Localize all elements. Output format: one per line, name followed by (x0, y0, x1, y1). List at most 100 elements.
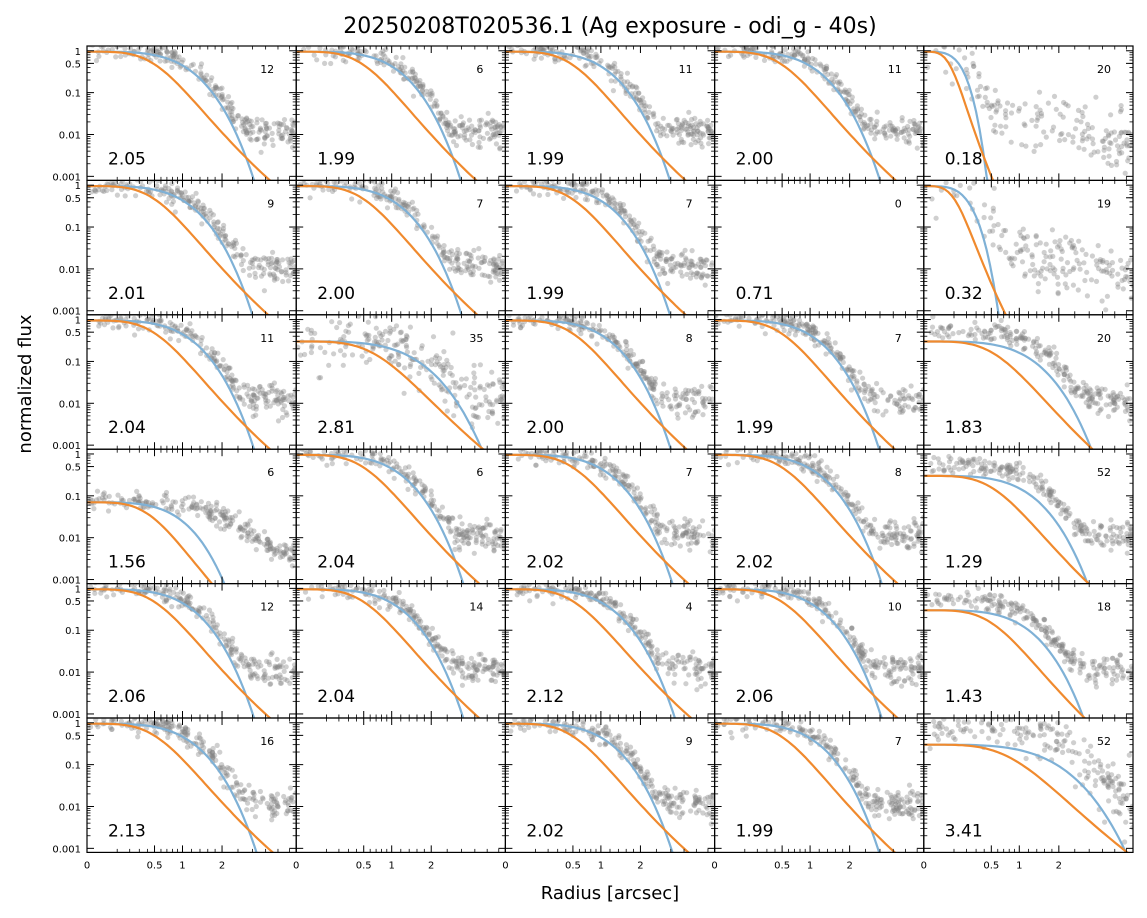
data-point (230, 116, 236, 123)
data-point (1035, 281, 1041, 287)
data-point (203, 213, 209, 219)
data-point (672, 261, 678, 267)
star-count: 20 (1097, 332, 1111, 345)
data-point (483, 122, 489, 128)
data-point (273, 397, 280, 403)
data-point (1057, 111, 1063, 117)
data-point (617, 202, 623, 208)
data-point (218, 526, 224, 532)
data-point (678, 394, 684, 400)
data-point (1035, 289, 1041, 295)
data-point (823, 351, 829, 357)
data-point (229, 109, 235, 115)
data-point (477, 122, 483, 128)
data-point (988, 337, 994, 343)
data-point (203, 345, 210, 351)
data-point (486, 408, 492, 415)
data-point (641, 369, 648, 375)
data-point (308, 327, 314, 333)
data-point (1003, 115, 1009, 121)
data-point (339, 46, 345, 50)
data-point (751, 41, 756, 46)
data-point (431, 103, 437, 109)
data-point (517, 180, 523, 187)
data-point (281, 395, 287, 401)
data-point (490, 381, 496, 387)
data-point (223, 233, 229, 239)
data-point (218, 95, 224, 101)
data-point (1052, 239, 1058, 245)
data-point (906, 127, 912, 133)
data-point (1069, 245, 1075, 251)
data-point (251, 386, 257, 392)
data-point (374, 60, 380, 67)
data-point (262, 120, 268, 127)
data-point (251, 393, 257, 399)
data-point (491, 261, 497, 267)
data-point (675, 121, 682, 127)
data-point (1003, 124, 1009, 130)
data-point (667, 404, 673, 410)
data-point (317, 345, 323, 351)
data-point (1038, 273, 1044, 279)
data-point (1047, 268, 1053, 274)
data-point (464, 250, 470, 256)
data-point (281, 117, 288, 123)
data-point (606, 332, 613, 338)
data-point (493, 263, 499, 269)
data-point (789, 51, 795, 57)
data-point (250, 123, 256, 129)
data-point (248, 397, 254, 403)
data-point (225, 105, 231, 111)
data-point (183, 327, 189, 333)
data-point (645, 238, 651, 244)
data-point (357, 199, 363, 205)
data-point (691, 132, 697, 138)
plot-area (296, 314, 506, 450)
data-point (999, 130, 1005, 136)
data-point (1018, 248, 1024, 254)
data-point (457, 123, 463, 129)
data-point (333, 180, 339, 186)
data-point (1109, 260, 1115, 266)
data-point (753, 54, 759, 61)
data-point (471, 247, 477, 253)
data-point (1127, 418, 1133, 424)
data-point (540, 46, 546, 53)
data-point (950, 331, 956, 337)
data-point (686, 265, 692, 271)
data-point (1012, 256, 1018, 262)
data-point (415, 83, 421, 89)
data-point (608, 78, 614, 84)
y-tick-label: 0.001 (52, 441, 81, 452)
data-point (855, 107, 861, 113)
data-point (190, 494, 197, 500)
star-count: 11 (679, 63, 693, 76)
data-point (483, 398, 489, 404)
data-point (263, 397, 269, 403)
data-point (92, 187, 98, 193)
data-point (1123, 274, 1129, 280)
data-point (1031, 273, 1037, 279)
data-point (237, 394, 243, 401)
data-point (466, 127, 472, 133)
data-point (219, 93, 225, 99)
data-point (500, 122, 506, 129)
data-point (1014, 328, 1020, 334)
data-point (683, 391, 689, 397)
data-point (1072, 126, 1079, 132)
fwhm-value: 1.99 (526, 149, 564, 169)
data-point (849, 98, 855, 104)
data-point (349, 196, 355, 202)
plot-area (505, 180, 715, 315)
data-point (1058, 132, 1064, 138)
data-point (258, 257, 264, 263)
data-point (868, 116, 874, 122)
data-point (306, 46, 312, 50)
data-point (411, 205, 417, 211)
data-point (910, 126, 916, 132)
data-point (1124, 141, 1130, 147)
data-point (405, 204, 411, 210)
data-point (770, 46, 776, 49)
data-point (430, 233, 436, 239)
